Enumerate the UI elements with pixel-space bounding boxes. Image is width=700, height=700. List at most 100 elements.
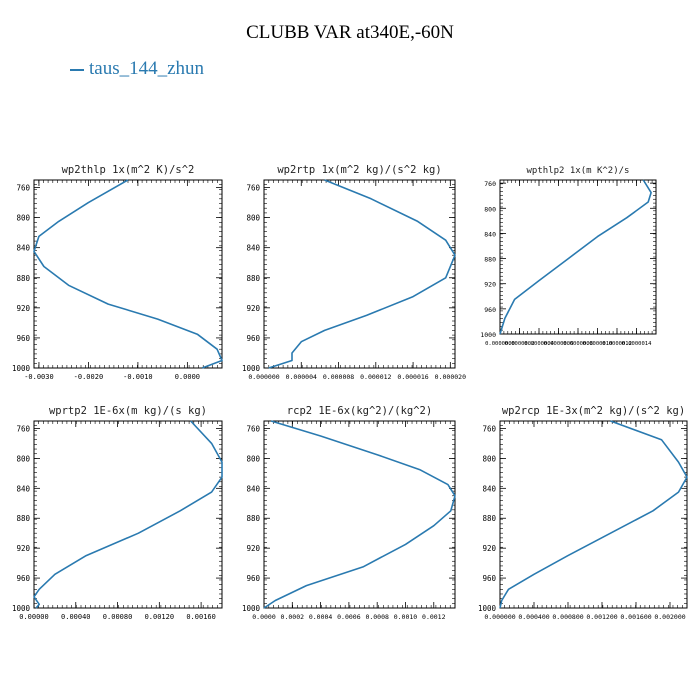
plot-frame — [263, 420, 456, 609]
y-tick-label: 920 — [16, 544, 30, 553]
y-tick-label: 1000 — [478, 604, 497, 613]
plot-frame — [499, 179, 657, 335]
y-tick-label: 880 — [246, 274, 260, 283]
plot-frame — [33, 420, 223, 609]
series-line — [499, 179, 652, 335]
legend-label: taus_144_zhun — [89, 58, 205, 79]
x-tick-label: 0.0002 — [281, 613, 305, 621]
plot-panel-4: wprtp2 1E-6x(m kg)/(s kg) 760 800 840 880 920… — [12, 405, 223, 621]
y-tick-label: 960 — [484, 306, 496, 314]
legend: taus_144_zhun — [70, 58, 204, 80]
x-tick-label: 0.0004 — [309, 613, 333, 621]
series-line — [268, 179, 456, 369]
y-tick-label: 840 — [482, 484, 496, 493]
y-tick-label: 840 — [246, 244, 260, 253]
y-tick-label: 960 — [482, 574, 496, 583]
x-tick-label: 0.0000012 — [602, 341, 632, 347]
page-title: CLUBB VAR at340E,-60N — [246, 22, 454, 43]
x-tick-label: 0.000400 — [518, 613, 549, 621]
x-tick-label: 0.0012 — [422, 613, 446, 621]
x-tick-label: 0.002000 — [654, 613, 685, 621]
y-tick-label: 1000 — [12, 604, 31, 613]
series-line — [33, 179, 223, 369]
x-tick-label: 0.000000 — [248, 373, 279, 381]
y-tick-label: 880 — [482, 514, 496, 523]
x-tick-label: 0.000012 — [360, 373, 391, 381]
y-tick-label: 880 — [484, 256, 496, 264]
y-tick-label: 800 — [16, 214, 30, 223]
y-tick-label: 880 — [16, 514, 30, 523]
y-tick-label: 920 — [16, 304, 30, 313]
y-tick-label: 960 — [246, 334, 260, 343]
x-tick-label: -0.0030 — [24, 373, 54, 381]
panel-title: wpthlp2 1x(m K^2)/s — [527, 166, 630, 176]
x-tick-label: 0.0000010 — [583, 341, 613, 347]
y-tick-label: 760 — [484, 180, 496, 188]
legend-line-icon — [70, 68, 84, 71]
y-tick-label: 920 — [484, 281, 496, 289]
x-tick-label: 0.00040 — [61, 613, 91, 621]
plot-frame — [499, 420, 688, 609]
x-tick-label: 0.000008 — [323, 373, 354, 381]
y-tick-label: 960 — [246, 574, 260, 583]
x-tick-label: 0.0000006 — [544, 341, 574, 347]
panel-title: wprtp2 1E-6x(m kg)/(s kg) — [49, 405, 207, 417]
plot-panel-5: rcp2 1E-6x(kg^2)/(kg^2) 760 800 840 880 920 96… — [242, 405, 456, 621]
x-tick-label: 0.0000002 — [505, 341, 535, 347]
y-tick-label: 1000 — [242, 364, 261, 373]
y-tick-label: 760 — [16, 424, 30, 433]
x-tick-label: 0.000800 — [552, 613, 583, 621]
x-tick-label: 0.00080 — [103, 613, 133, 621]
y-tick-label: 1000 — [242, 604, 261, 613]
y-tick-label: 800 — [16, 454, 30, 463]
plot-frame — [33, 179, 223, 369]
y-tick-label: 960 — [16, 334, 30, 343]
y-tick-label: 800 — [484, 205, 496, 213]
x-tick-label: 0.001600 — [620, 613, 651, 621]
series-line — [33, 420, 223, 609]
y-tick-label: 760 — [16, 184, 30, 193]
y-tick-label: 800 — [246, 454, 260, 463]
plot-panel-1: wp2thlp 1x(m^2 K)/s^2 760 800 840 880 920 960 1… — [12, 164, 223, 381]
panel-title: wp2thlp 1x(m^2 K)/s^2 — [62, 164, 195, 176]
y-tick-label: 840 — [16, 484, 30, 493]
x-tick-label: -0.0010 — [123, 373, 153, 381]
x-tick-label: 0.000004 — [286, 373, 317, 381]
y-tick-label: 920 — [482, 544, 496, 553]
series-line — [499, 420, 688, 609]
x-tick-label: 0.0000000 — [485, 341, 515, 347]
y-tick-label: 840 — [246, 484, 260, 493]
series-line — [263, 420, 456, 609]
y-tick-label: 920 — [246, 544, 260, 553]
panel-title: wp2rcp 1E-3x(m^2 kg)/(s^2 kg) — [502, 405, 685, 417]
x-tick-label: 0.000000 — [484, 613, 515, 621]
y-tick-label: 880 — [16, 274, 30, 283]
x-tick-label: 0.00160 — [186, 613, 216, 621]
x-tick-label: 0.0000 — [252, 613, 276, 621]
y-tick-label: 800 — [246, 214, 260, 223]
y-tick-label: 800 — [482, 454, 496, 463]
plot-panel-6: wp2rcp 1E-3x(m^2 kg)/(s^2 kg) 760 800 840 88… — [478, 405, 688, 621]
plot-panel-2: wp2rtp 1x(m^2 kg)/(s^2 kg) 760 800 840 880 92… — [242, 164, 466, 381]
x-tick-label: 0.000016 — [397, 373, 428, 381]
y-tick-label: 1000 — [12, 364, 31, 373]
x-tick-label: -0.0020 — [74, 373, 104, 381]
x-tick-label: 0.0006 — [337, 613, 361, 621]
x-tick-label: 0.001200 — [586, 613, 617, 621]
x-tick-label: 0.0008 — [365, 613, 389, 621]
panel-title: rcp2 1E-6x(kg^2)/(kg^2) — [287, 405, 432, 417]
y-tick-label: 760 — [246, 184, 260, 193]
x-tick-label: 0.0000004 — [524, 341, 554, 347]
panel-title: wp2rtp 1x(m^2 kg)/(s^2 kg) — [277, 164, 441, 176]
x-tick-label: 0.00000 — [19, 613, 49, 621]
y-tick-label: 840 — [16, 244, 30, 253]
plot-panel-3: wpthlp2 1x(m K^2)/s 760 800 840 880 920 960 100… — [480, 166, 657, 347]
y-tick-label: 920 — [246, 304, 260, 313]
y-tick-label: 760 — [482, 424, 496, 433]
plot-frame — [263, 179, 456, 369]
y-tick-label: 1000 — [480, 331, 496, 339]
x-tick-label: 0.00120 — [145, 613, 175, 621]
y-tick-label: 960 — [16, 574, 30, 583]
y-tick-label: 840 — [484, 230, 496, 238]
